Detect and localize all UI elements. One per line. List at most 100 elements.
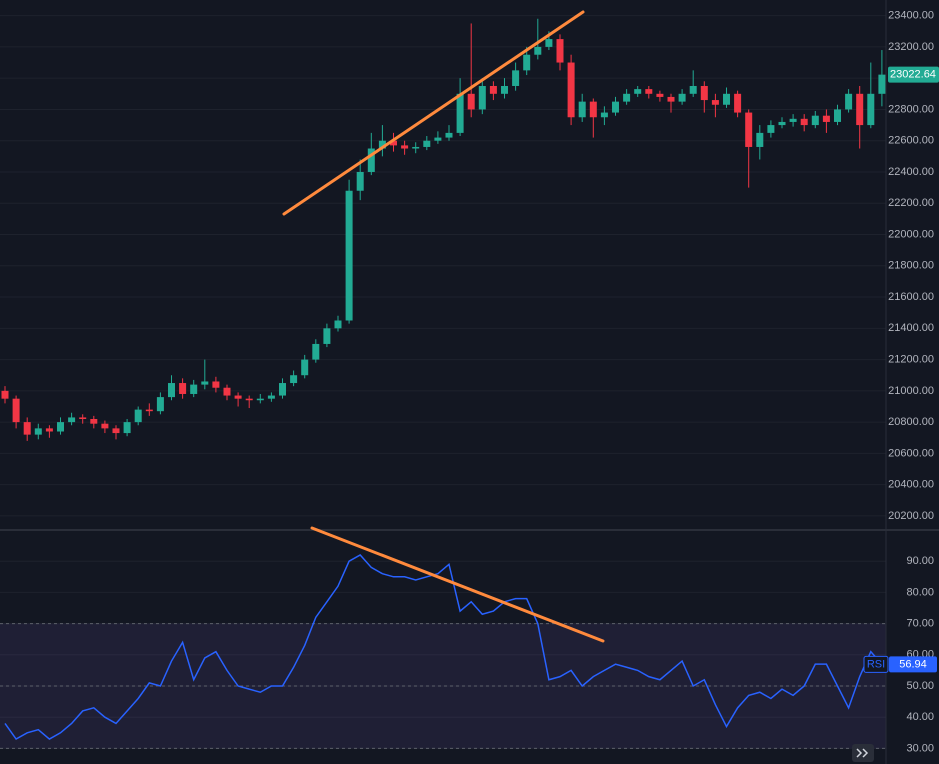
series-name: RSI — [867, 658, 885, 670]
candle-body — [390, 140, 397, 146]
candle-body — [767, 125, 775, 133]
candle-body — [179, 383, 187, 394]
candle-body — [478, 85, 486, 110]
candle-body — [811, 115, 819, 126]
y-tick-label: 22000.00 — [888, 228, 934, 240]
y-tick-label: 70.00 — [906, 618, 934, 630]
candle-body — [589, 101, 597, 118]
candle-body — [378, 140, 386, 149]
candle-body — [723, 93, 730, 105]
candle-body — [745, 112, 753, 147]
y-tick-label: 90.00 — [906, 555, 934, 567]
y-tick-label: 23400.00 — [888, 10, 934, 22]
candle-body — [12, 398, 20, 423]
y-tick-label: 20600.00 — [888, 447, 934, 459]
candle-body — [401, 145, 409, 149]
candle-body — [634, 89, 642, 94]
y-tick-label: 20200.00 — [888, 510, 934, 522]
candle-body — [512, 70, 520, 86]
series-name-box — [863, 655, 889, 673]
y-tick-label: 30.00 — [906, 742, 934, 754]
candle-body — [45, 428, 53, 432]
y-tick-label: 50.00 — [906, 680, 934, 692]
rsi-line — [4, 554, 883, 741]
y-tick-label: 40.00 — [906, 711, 934, 723]
candle-body — [212, 381, 220, 388]
candle-body — [68, 417, 76, 423]
candle-body — [489, 85, 497, 94]
candle-body — [545, 39, 553, 47]
candle-body — [57, 422, 64, 432]
y-tick-label: 21200.00 — [888, 353, 934, 365]
candle-body — [134, 409, 142, 423]
candle-body — [711, 100, 719, 105]
candle-body — [90, 418, 98, 424]
candle-body — [245, 398, 253, 401]
candle-body — [578, 101, 586, 118]
candle-body — [234, 395, 242, 399]
candle-body — [312, 343, 320, 360]
candle-body — [190, 384, 198, 394]
y-tick-label: 21800.00 — [888, 260, 934, 272]
candle-body — [145, 409, 153, 412]
candle-body — [34, 428, 42, 435]
candle-body — [523, 54, 531, 71]
candle-body — [623, 93, 631, 102]
y-tick-label: 21400.00 — [888, 322, 934, 334]
candle-body — [323, 328, 331, 344]
candle-body — [367, 148, 375, 172]
candle-body — [734, 93, 742, 113]
candle-body — [168, 383, 175, 398]
y-tick-label: 22600.00 — [888, 135, 934, 147]
candle-body — [656, 93, 664, 97]
scroll-button[interactable] — [852, 744, 874, 762]
candle-body — [412, 146, 420, 149]
candle-body — [467, 93, 475, 110]
candle-body — [123, 422, 131, 434]
candle-body — [534, 46, 542, 55]
candle-body — [845, 93, 853, 110]
trend-line — [310, 526, 605, 643]
candle-body — [600, 112, 608, 118]
candle-body — [434, 137, 442, 141]
candle-body — [423, 140, 431, 147]
candle-body — [201, 381, 209, 385]
candle-body — [290, 375, 298, 384]
candle-body — [279, 383, 286, 396]
y-tick-label: 22200.00 — [888, 197, 934, 209]
candle-body — [456, 93, 464, 133]
trend-line — [282, 10, 585, 216]
y-tick-label: 23200.00 — [888, 41, 934, 53]
candle-body — [101, 423, 109, 429]
candle-body — [556, 39, 564, 63]
scroll-icon[interactable] — [856, 748, 869, 758]
y-tick-label: 21600.00 — [888, 291, 934, 303]
candle-body — [256, 398, 264, 401]
candle-body — [267, 395, 275, 399]
candle-body — [667, 96, 675, 102]
candle-body — [79, 417, 87, 419]
y-tick-label: 20400.00 — [888, 479, 934, 491]
y-tick-label: 22400.00 — [888, 166, 934, 178]
candle-body — [856, 93, 864, 126]
candle-body — [678, 93, 686, 102]
candle-body — [822, 115, 830, 122]
candle-body — [645, 89, 653, 94]
y-tick-label: 22800.00 — [888, 103, 934, 115]
candle-body — [301, 359, 309, 376]
candle-body — [878, 74, 886, 94]
candle-body — [756, 132, 764, 147]
candle-body — [800, 118, 808, 126]
y-tick-label: 20800.00 — [888, 416, 934, 428]
candle-body — [223, 387, 231, 396]
candle-body — [778, 121, 786, 126]
candle-body — [445, 132, 453, 138]
last-price-label: 23022.64 — [890, 69, 936, 81]
candle-body — [112, 428, 120, 434]
candle-body — [612, 101, 619, 113]
candle-body — [700, 85, 708, 101]
candle-body — [567, 62, 575, 118]
candle-body — [356, 171, 364, 191]
candle-body — [156, 397, 164, 412]
